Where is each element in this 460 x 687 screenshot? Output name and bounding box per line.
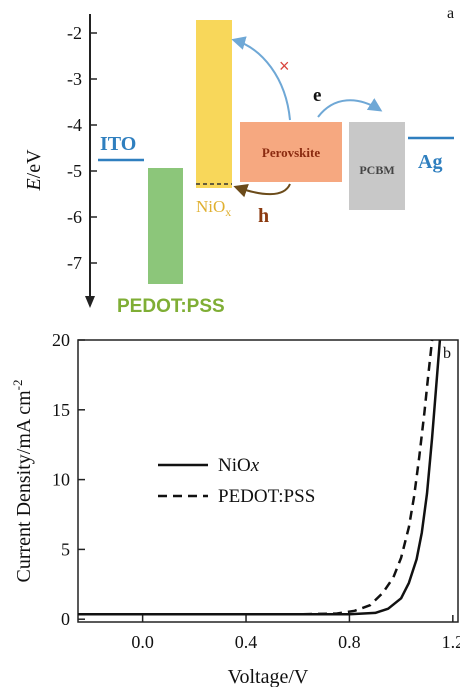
hole-transfer-arrow [233,183,291,198]
perovskite-band [240,122,342,182]
y-axis-title: Current Density/mA cm-2 [10,379,35,582]
blocked-cross-mark: × [279,56,290,76]
legend: NiOx PEDOT:PSS [158,455,315,507]
niox-label: NiOx [196,197,231,219]
pcbm-band [349,122,405,210]
pedot-pss-band [148,168,183,284]
y-ticks: 0 5 10 15 20 [52,330,85,629]
energy-axis-arrow [85,296,95,308]
plot-frame [77,339,459,623]
energy-tick-label: -3 [67,69,82,89]
y-tick-label: 0 [61,609,70,629]
energy-tick-label: -7 [67,253,82,273]
y-tick-label: 10 [52,470,70,490]
energy-tick-label: -4 [67,115,82,135]
electron-transfer-arrow [317,98,383,118]
energy-tick-label: -5 [67,161,82,181]
legend-label-niox: NiOx [218,455,260,476]
y-tick-label: 5 [61,539,70,559]
y-axis-title-sup: -2 [10,379,25,390]
panel-a-label: a [447,5,454,22]
niox-label-main: NiO [196,197,225,216]
jv-curve-chart: b 0.0 0.4 0.8 1.2 0 5 10 15 20 NiOx PEDOT:PSS C… [10,330,460,687]
pcbm-label: PCBM [359,163,394,177]
y-axis-title-main: Current Density/mA cm [13,390,35,583]
y-tick-label: 15 [52,400,70,420]
x-tick-label: 1.2 [442,632,460,652]
energy-tick-label: -2 [67,23,82,43]
x-tick-label: 0.8 [338,632,361,652]
energy-axis-title-unit: /eV [23,149,45,178]
series-line-pedot-pss [78,339,434,616]
energy-axis-title-symbol: E [23,178,45,191]
legend-label-pedot: PEDOT:PSS [218,486,315,507]
energy-level-diagram: a -2 -3 -4 -5 -6 -7 E/eV ITO PEDOT:PSS NiOx P… [23,5,454,317]
energy-ticks: -2 -3 -4 -5 -6 -7 [67,23,97,273]
ag-label: Ag [418,151,442,173]
series-lines [78,339,442,616]
blocked-electron-arrow [231,36,291,121]
x-tick-label: 0.0 [131,632,154,652]
x-axis-title: Voltage/V [228,666,309,687]
energy-tick-label: -6 [67,207,82,227]
legend-label-niox-italic: x [250,455,260,476]
y-tick-label: 20 [52,330,70,350]
electron-label: e [313,85,321,106]
niox-label-subscript: x [225,205,231,219]
legend-label-niox-main: NiO [218,455,251,476]
panel-b-label: b [443,345,451,362]
perovskite-label: Perovskite [262,145,320,160]
ito-label: ITO [100,133,136,155]
hole-label: h [258,205,269,227]
x-ticks: 0.0 0.4 0.8 1.2 [131,615,460,652]
pedot-pss-label: PEDOT:PSS [117,296,225,317]
energy-axis-title: E/eV [23,149,45,192]
niox-band [196,20,232,188]
x-tick-label: 0.4 [235,632,258,652]
series-line-niox [78,339,442,616]
